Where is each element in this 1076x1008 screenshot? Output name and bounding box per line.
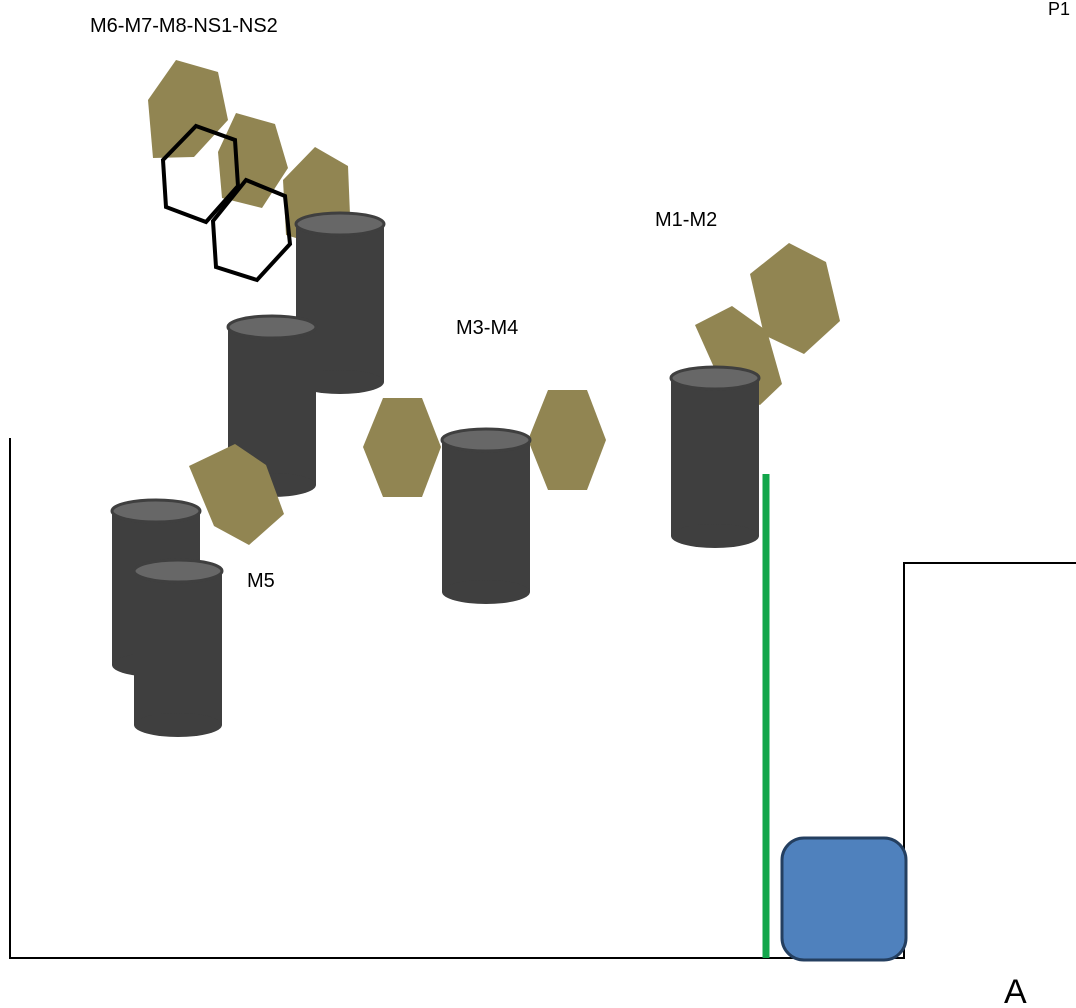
hexagon-m4 xyxy=(528,390,606,490)
label-m1-m2: M1-M2 xyxy=(655,209,717,231)
hexagon-m2 xyxy=(750,243,840,354)
open-hexagon-ns2 xyxy=(210,177,293,283)
label-m5: M5 xyxy=(247,570,275,592)
cylinder-m3-m4 xyxy=(440,427,532,604)
label-p1: P1 xyxy=(1048,0,1070,19)
membrane-outline xyxy=(9,438,1076,959)
hexagon-m1 xyxy=(695,306,782,405)
open-hexagon-ns1 xyxy=(160,123,241,225)
label-m3-m4: M3-M4 xyxy=(456,317,518,339)
hexagon-m6-a xyxy=(148,60,228,158)
label-m6-m7-m8-ns1-ns2: M6-M7-M8-NS1-NS2 xyxy=(90,15,278,37)
cylinder-m1-m2 xyxy=(669,365,761,548)
panel-label: A xyxy=(1004,973,1027,1008)
hexagon-m3 xyxy=(363,398,441,497)
hexagon-m6-b xyxy=(218,113,288,208)
hexagon-m5 xyxy=(189,444,284,545)
blue-square xyxy=(780,836,908,962)
cylinder-m5-front xyxy=(132,558,224,737)
